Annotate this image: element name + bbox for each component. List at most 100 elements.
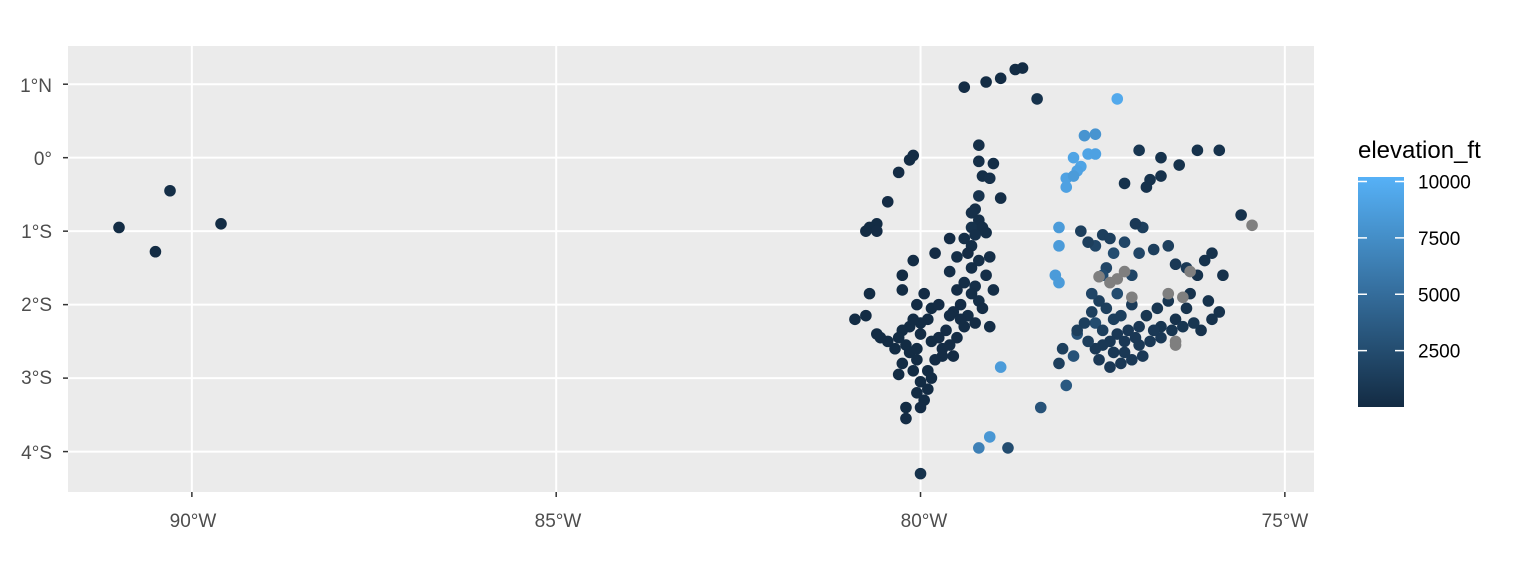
data-point (929, 353, 941, 366)
legend-title: elevation_ft (1358, 137, 1481, 164)
data-point (907, 364, 920, 377)
data-point (1053, 357, 1065, 370)
data-point (1177, 320, 1189, 333)
y-tick-label: 0° (34, 149, 52, 170)
data-point (922, 383, 934, 395)
data-point (943, 309, 956, 322)
y-tick-label: 1°N (20, 76, 52, 97)
data-point (1118, 265, 1131, 278)
data-point (983, 172, 996, 185)
data-point (1100, 302, 1113, 315)
data-point (1002, 442, 1014, 454)
data-point (983, 431, 996, 443)
data-point (1060, 181, 1073, 193)
data-point (215, 218, 227, 230)
data-point (892, 166, 905, 179)
legend-tick-label: 2500 (1418, 342, 1460, 363)
data-point (1111, 93, 1124, 105)
data-point (1140, 309, 1153, 322)
data-point (1133, 247, 1145, 260)
data-point (1129, 218, 1142, 230)
data-point (871, 328, 883, 340)
data-point (1151, 302, 1164, 315)
data-point (1122, 324, 1134, 337)
data-point (1089, 317, 1102, 329)
data-point (911, 353, 923, 366)
data-point (1166, 324, 1178, 337)
data-point (1060, 379, 1073, 392)
data-point (918, 287, 930, 300)
data-point (1067, 350, 1080, 362)
data-point (1155, 170, 1167, 182)
data-point (983, 251, 996, 263)
data-point (1093, 295, 1105, 307)
data-point (965, 287, 978, 300)
y-tick-label: 4°S (21, 443, 52, 464)
data-point (994, 72, 1007, 85)
data-point (1173, 159, 1185, 171)
x-tick-label: 90°W (170, 511, 217, 532)
x-tick-label: 85°W (535, 511, 582, 532)
data-point (1107, 346, 1120, 359)
data-point (914, 328, 927, 340)
data-point (973, 442, 985, 454)
data-point (932, 298, 945, 311)
data-point (881, 195, 894, 208)
data-point (871, 225, 883, 237)
data-point (914, 467, 927, 480)
data-point (1129, 331, 1142, 344)
data-point (1144, 335, 1156, 348)
data-point (863, 287, 876, 300)
data-point (965, 206, 978, 219)
data-point (911, 387, 923, 399)
data-point (951, 284, 963, 296)
data-point (1206, 313, 1218, 326)
data-point (954, 313, 967, 326)
data-point (1195, 324, 1207, 337)
data-point (994, 192, 1007, 204)
data-point (914, 401, 927, 414)
legend-ticks: 2500 5000 7500 10000 (1358, 173, 1471, 363)
data-point (951, 251, 963, 263)
data-point (1056, 342, 1069, 355)
data-point (1217, 269, 1229, 282)
data-point (914, 375, 927, 388)
grid-lines (68, 46, 1314, 492)
data-point (969, 229, 981, 241)
data-point (1071, 324, 1083, 337)
data-point (1213, 306, 1226, 318)
data-point (1111, 287, 1124, 300)
data-point (164, 184, 176, 197)
data-point (1169, 313, 1182, 326)
data-point (976, 302, 989, 315)
data-point (1089, 148, 1102, 160)
data-point (958, 232, 971, 245)
data-point (951, 331, 963, 344)
data-point (1118, 177, 1131, 190)
x-tick-label: 80°W (901, 511, 948, 532)
data-point (1213, 144, 1226, 157)
data-point (1107, 313, 1120, 326)
data-point (1082, 236, 1094, 248)
data-point (113, 221, 125, 234)
data-point (965, 262, 978, 274)
data-point (1187, 317, 1200, 329)
y-tick-label: 1°S (21, 222, 52, 243)
data-point (958, 81, 971, 93)
data-point (1202, 295, 1215, 307)
data-point (1198, 254, 1211, 267)
data-point (900, 401, 912, 414)
data-point (980, 226, 992, 239)
x-axis: 90°W 85°W 80°W 75°W (170, 492, 1308, 532)
color-legend: elevation_ft 2500 5000 7500 10000 (1358, 137, 1481, 407)
data-point (1096, 324, 1109, 337)
data-point (896, 284, 909, 296)
data-point (900, 412, 912, 425)
data-point (947, 350, 960, 362)
data-point (1246, 219, 1258, 232)
legend-tick-label: 7500 (1418, 229, 1460, 250)
data-point (1162, 240, 1175, 252)
data-point (1118, 346, 1131, 359)
data-point (929, 247, 941, 260)
data-point (1082, 335, 1094, 348)
